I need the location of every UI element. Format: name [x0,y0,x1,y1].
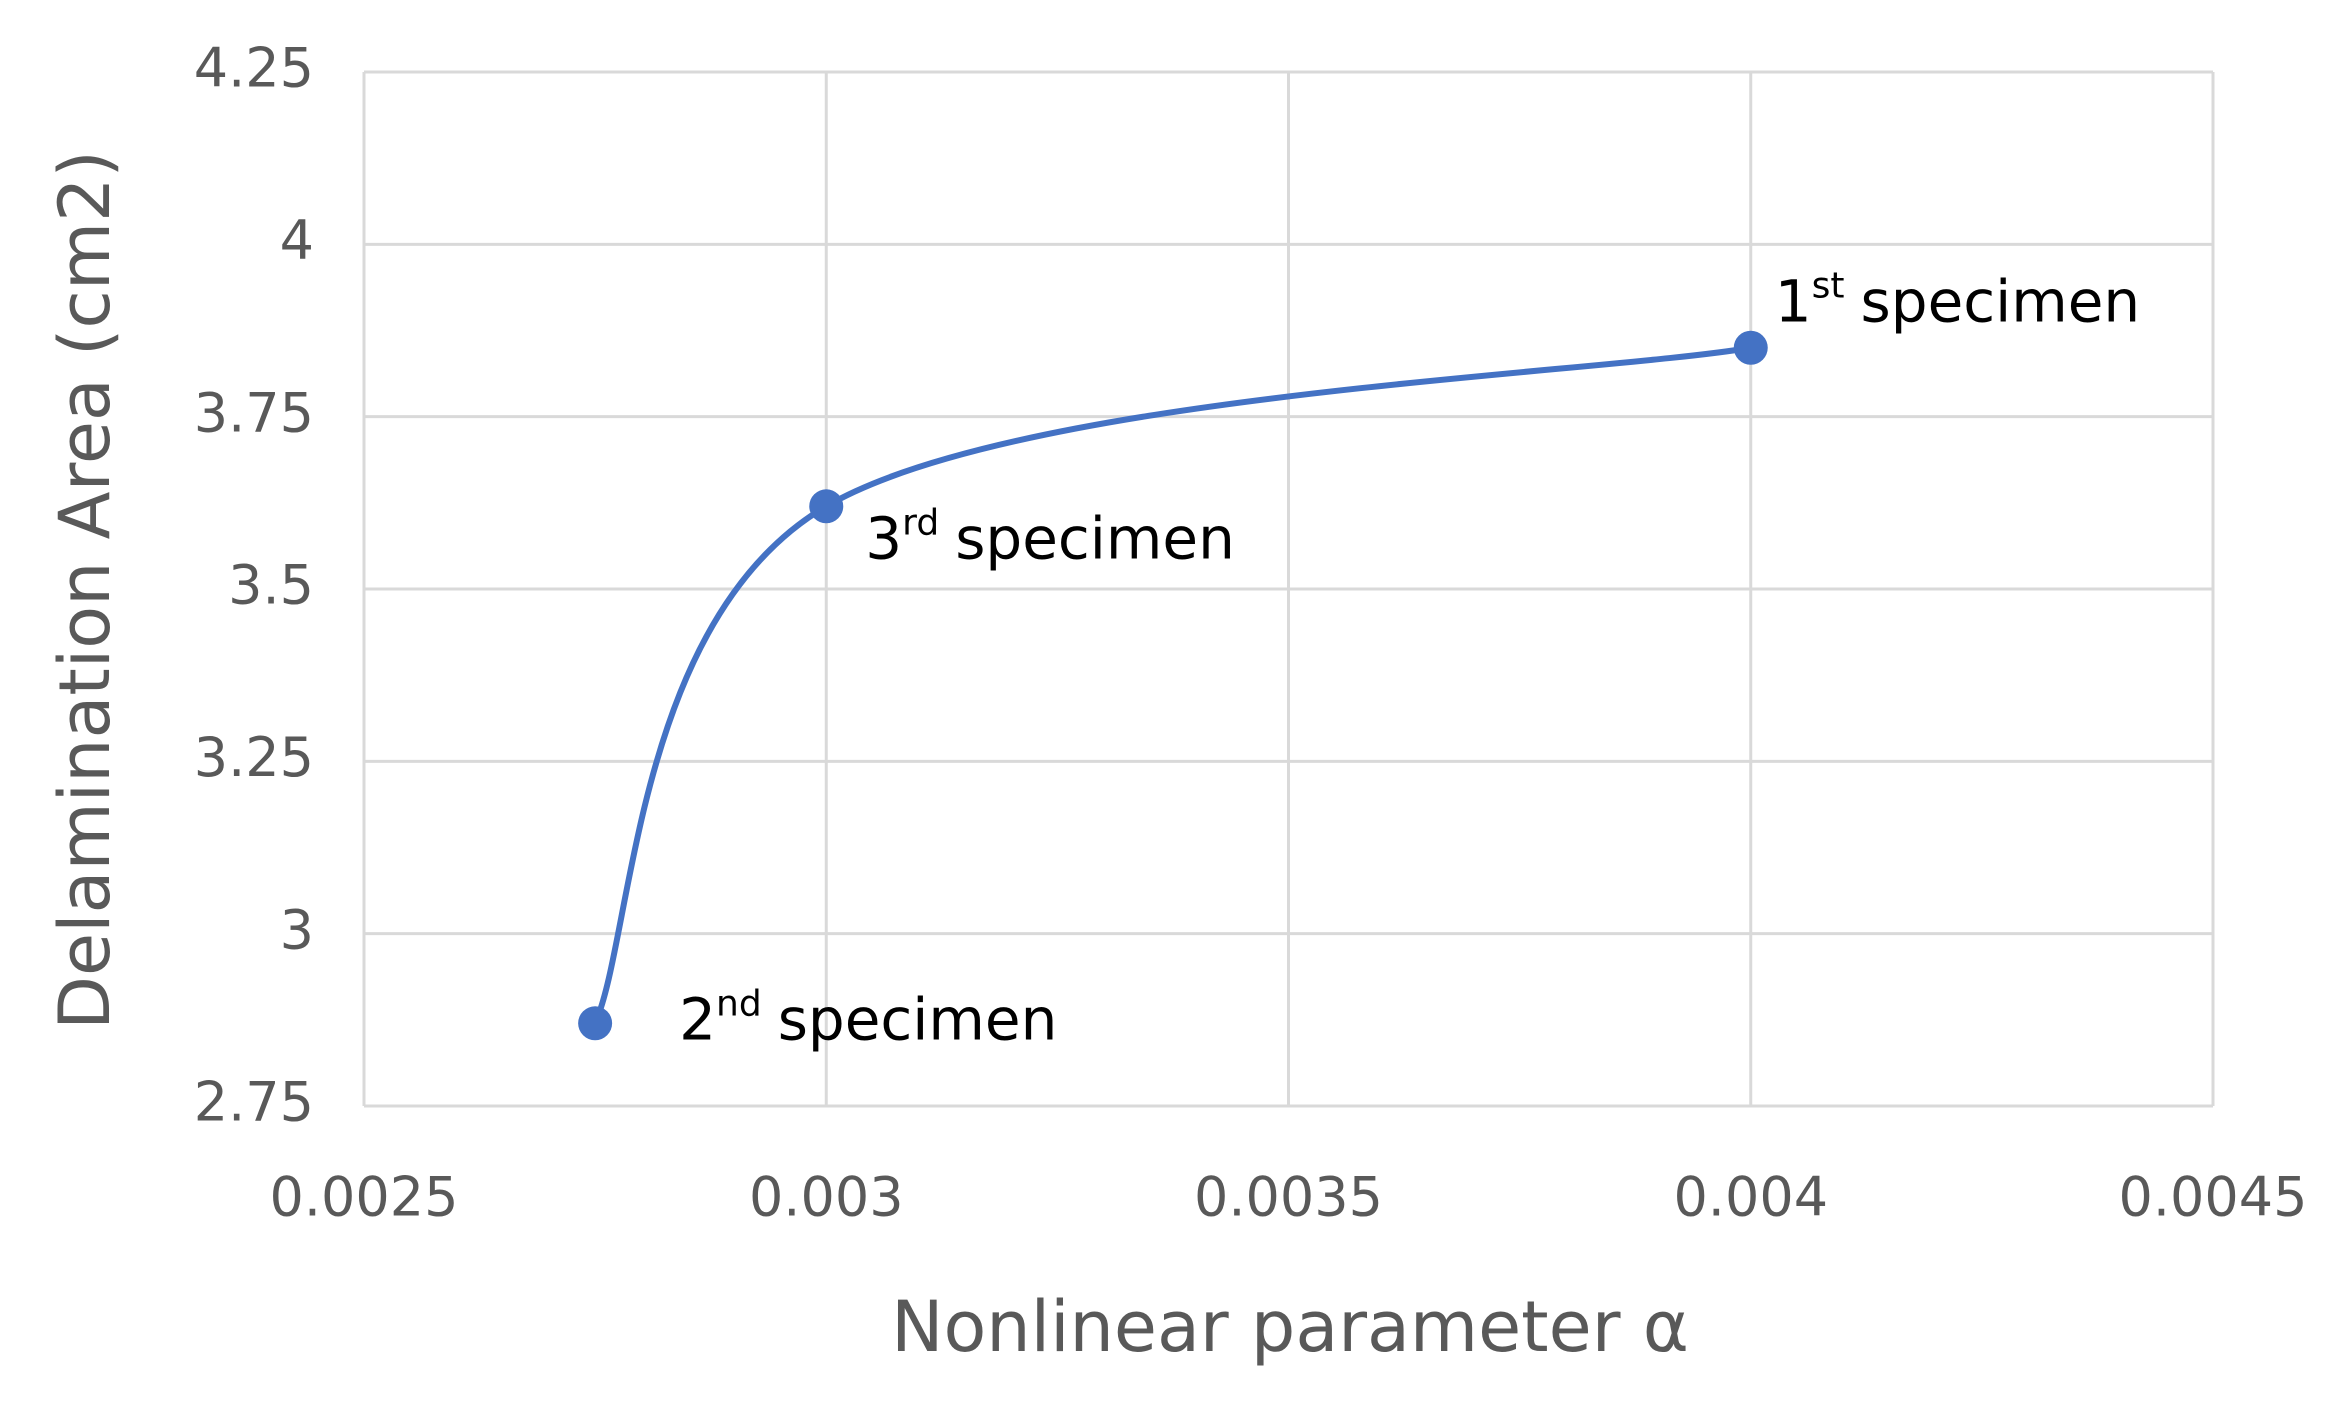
point-label: 1st specimen [1775,266,2140,336]
label-superscript: st [1812,266,1845,307]
label-text: specimen [778,985,1058,1053]
marker [809,489,844,524]
label-number: 3 [865,504,902,572]
label-text: specimen [1861,268,2141,336]
y-tick-label: 3 [280,898,314,961]
x-tick-label: 0.004 [1673,1166,1828,1229]
y-tick-label: 3.5 [228,554,314,617]
point-label: 3rd specimen [865,502,1235,572]
x-axis-title: Nonlinear parameter α [891,1286,1689,1368]
y-tick-label: 2.75 [194,1071,314,1134]
y-tick-label: 4.25 [194,37,314,100]
series-line [592,344,1752,1025]
y-axis-title: Delamination Area (cm2) [44,150,126,1030]
marker [1733,330,1768,365]
label-number: 2 [679,985,716,1053]
label-superscript: nd [716,983,762,1024]
marker [578,1006,613,1041]
x-tick-label: 0.0045 [2119,1166,2308,1229]
label-superscript: rd [902,502,939,543]
x-tick-label: 0.0035 [1194,1166,1383,1229]
label-text: specimen [955,504,1235,572]
point-label: 2nd specimen [679,983,1057,1053]
y-tick-label: 3.75 [194,381,314,444]
label-number: 1 [1775,268,1812,336]
x-tick-label: 0.0025 [270,1166,459,1229]
x-tick-label: 0.003 [749,1166,904,1229]
y-tick-label: 3.25 [194,726,314,789]
y-tick-label: 4 [280,209,314,272]
